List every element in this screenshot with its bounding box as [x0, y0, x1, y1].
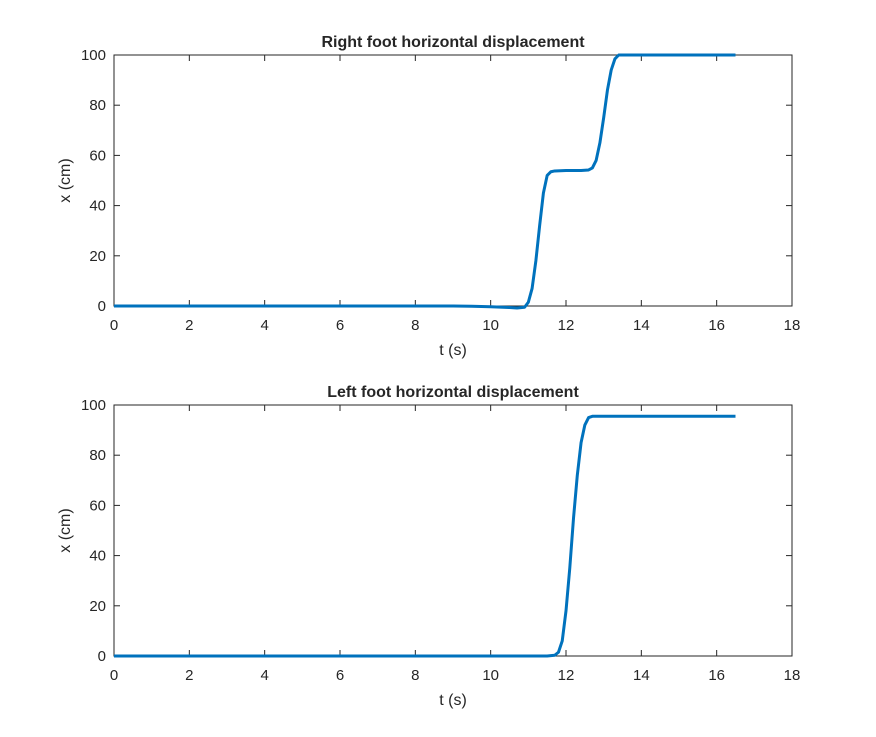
y-tick-label: 0 — [98, 298, 106, 315]
axes-box — [113, 404, 793, 657]
x-tick-label: 10 — [482, 667, 499, 684]
chart-title: Left foot horizontal displacement — [327, 384, 579, 401]
x-tick-label: 8 — [411, 317, 419, 334]
y-tick-label: 60 — [89, 497, 106, 514]
y-axis-label: x (cm) — [57, 508, 74, 552]
x-tick-label: 12 — [558, 667, 575, 684]
x-tick-label: 6 — [336, 317, 344, 334]
y-tick-label: 20 — [89, 248, 106, 265]
x-tick-label: 18 — [784, 667, 801, 684]
right-foot-plot: Right foot horizontal displacement t (s)… — [57, 34, 800, 359]
y-axis-label: x (cm) — [57, 158, 74, 202]
axes-box — [113, 54, 793, 307]
y-tick-label: 100 — [81, 47, 106, 64]
series-line — [114, 53, 736, 310]
x-tick-label: 4 — [260, 317, 268, 334]
y-tick-label: 60 — [89, 147, 106, 164]
x-tick-label: 2 — [185, 317, 193, 334]
y-tick-label: 80 — [89, 97, 106, 114]
left-foot-plot: Left foot horizontal displacement t (s) … — [57, 384, 800, 709]
x-axis-label: t (s) — [439, 692, 467, 709]
x-tick-label: 10 — [482, 317, 499, 334]
x-tick-label: 16 — [708, 667, 725, 684]
x-axis-label: t (s) — [439, 342, 467, 359]
series-line — [114, 414, 736, 658]
y-tick-label: 20 — [89, 598, 106, 615]
x-tick-label: 18 — [784, 317, 801, 334]
x-tick-label: 4 — [260, 667, 268, 684]
x-tick-label: 14 — [633, 667, 650, 684]
x-tick-label: 16 — [708, 317, 725, 334]
x-tick-label: 0 — [110, 317, 118, 334]
x-tick-label: 6 — [336, 667, 344, 684]
x-tick-label: 8 — [411, 667, 419, 684]
y-tick-label: 40 — [89, 198, 106, 215]
x-tick-label: 12 — [558, 317, 575, 334]
chart-title: Right foot horizontal displacement — [321, 34, 585, 51]
x-tick-label: 0 — [110, 667, 118, 684]
x-tick-label: 14 — [633, 317, 650, 334]
x-tick-label: 2 — [185, 667, 193, 684]
y-tick-label: 0 — [98, 648, 106, 665]
y-tick-label: 40 — [89, 548, 106, 565]
y-tick-label: 100 — [81, 397, 106, 414]
y-tick-label: 80 — [89, 447, 106, 464]
